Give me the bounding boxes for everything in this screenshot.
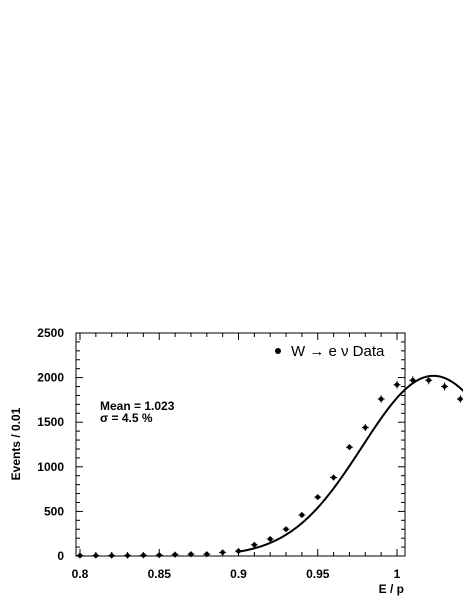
y-tick-label: 2000 [37, 371, 64, 385]
data-point [315, 494, 321, 500]
data-point [426, 377, 432, 383]
data-point [394, 382, 400, 388]
y-tick-label: 2500 [37, 326, 64, 340]
legend: W → e ν Data [275, 343, 385, 360]
x-tick-label: 0.95 [306, 567, 330, 581]
data-points [76, 376, 463, 559]
legend-marker [275, 348, 281, 354]
data-point [331, 475, 336, 480]
data-point [172, 552, 178, 557]
x-tick-label: 0.9 [230, 567, 247, 581]
data-point [141, 552, 146, 558]
data-point [347, 444, 352, 450]
data-point [156, 552, 162, 558]
data-point [188, 551, 194, 557]
y-tick-label: 1000 [37, 460, 64, 474]
y-axis-ticks [76, 332, 405, 557]
y-tick-label: 500 [44, 504, 64, 518]
x-tick-label: 1 [394, 567, 401, 581]
data-point [236, 548, 241, 554]
data-point [93, 553, 99, 558]
y-tick-label: 0 [57, 549, 64, 563]
x-tick-label: 0.8 [72, 567, 89, 581]
legend-label: W → e ν Data [291, 343, 385, 360]
data-point [77, 553, 83, 558]
data-point [125, 553, 130, 558]
x-axis-tick-labels: 0.80.850.90.9511.051.11.151.2 [72, 567, 401, 581]
data-point [299, 512, 305, 518]
y-tick-label: 1500 [37, 415, 64, 429]
plot-frame [75, 332, 406, 557]
annotation-sigma: σ = 4.5 % [100, 411, 153, 425]
y-axis-tick-labels: 0 500 1000 1500 2000 2500 [37, 326, 64, 563]
data-point [378, 396, 384, 402]
x-tick-label: 0.85 [148, 567, 172, 581]
data-point [283, 526, 289, 532]
data-point [220, 550, 225, 555]
data-point [204, 551, 210, 557]
data-point [109, 553, 114, 558]
data-point [442, 384, 447, 389]
data-point [458, 396, 463, 402]
data-point [267, 536, 273, 542]
y-axis-label: Events / 0.01 [9, 407, 23, 480]
gaussian-fit-curve [238, 374, 463, 553]
data-point [363, 425, 368, 430]
x-axis-label: E / p [379, 582, 404, 596]
annotation-mean: Mean = 1.023 [100, 399, 175, 413]
data-point [410, 377, 416, 383]
data-point [252, 542, 257, 548]
fit-curve-path [238, 374, 463, 553]
